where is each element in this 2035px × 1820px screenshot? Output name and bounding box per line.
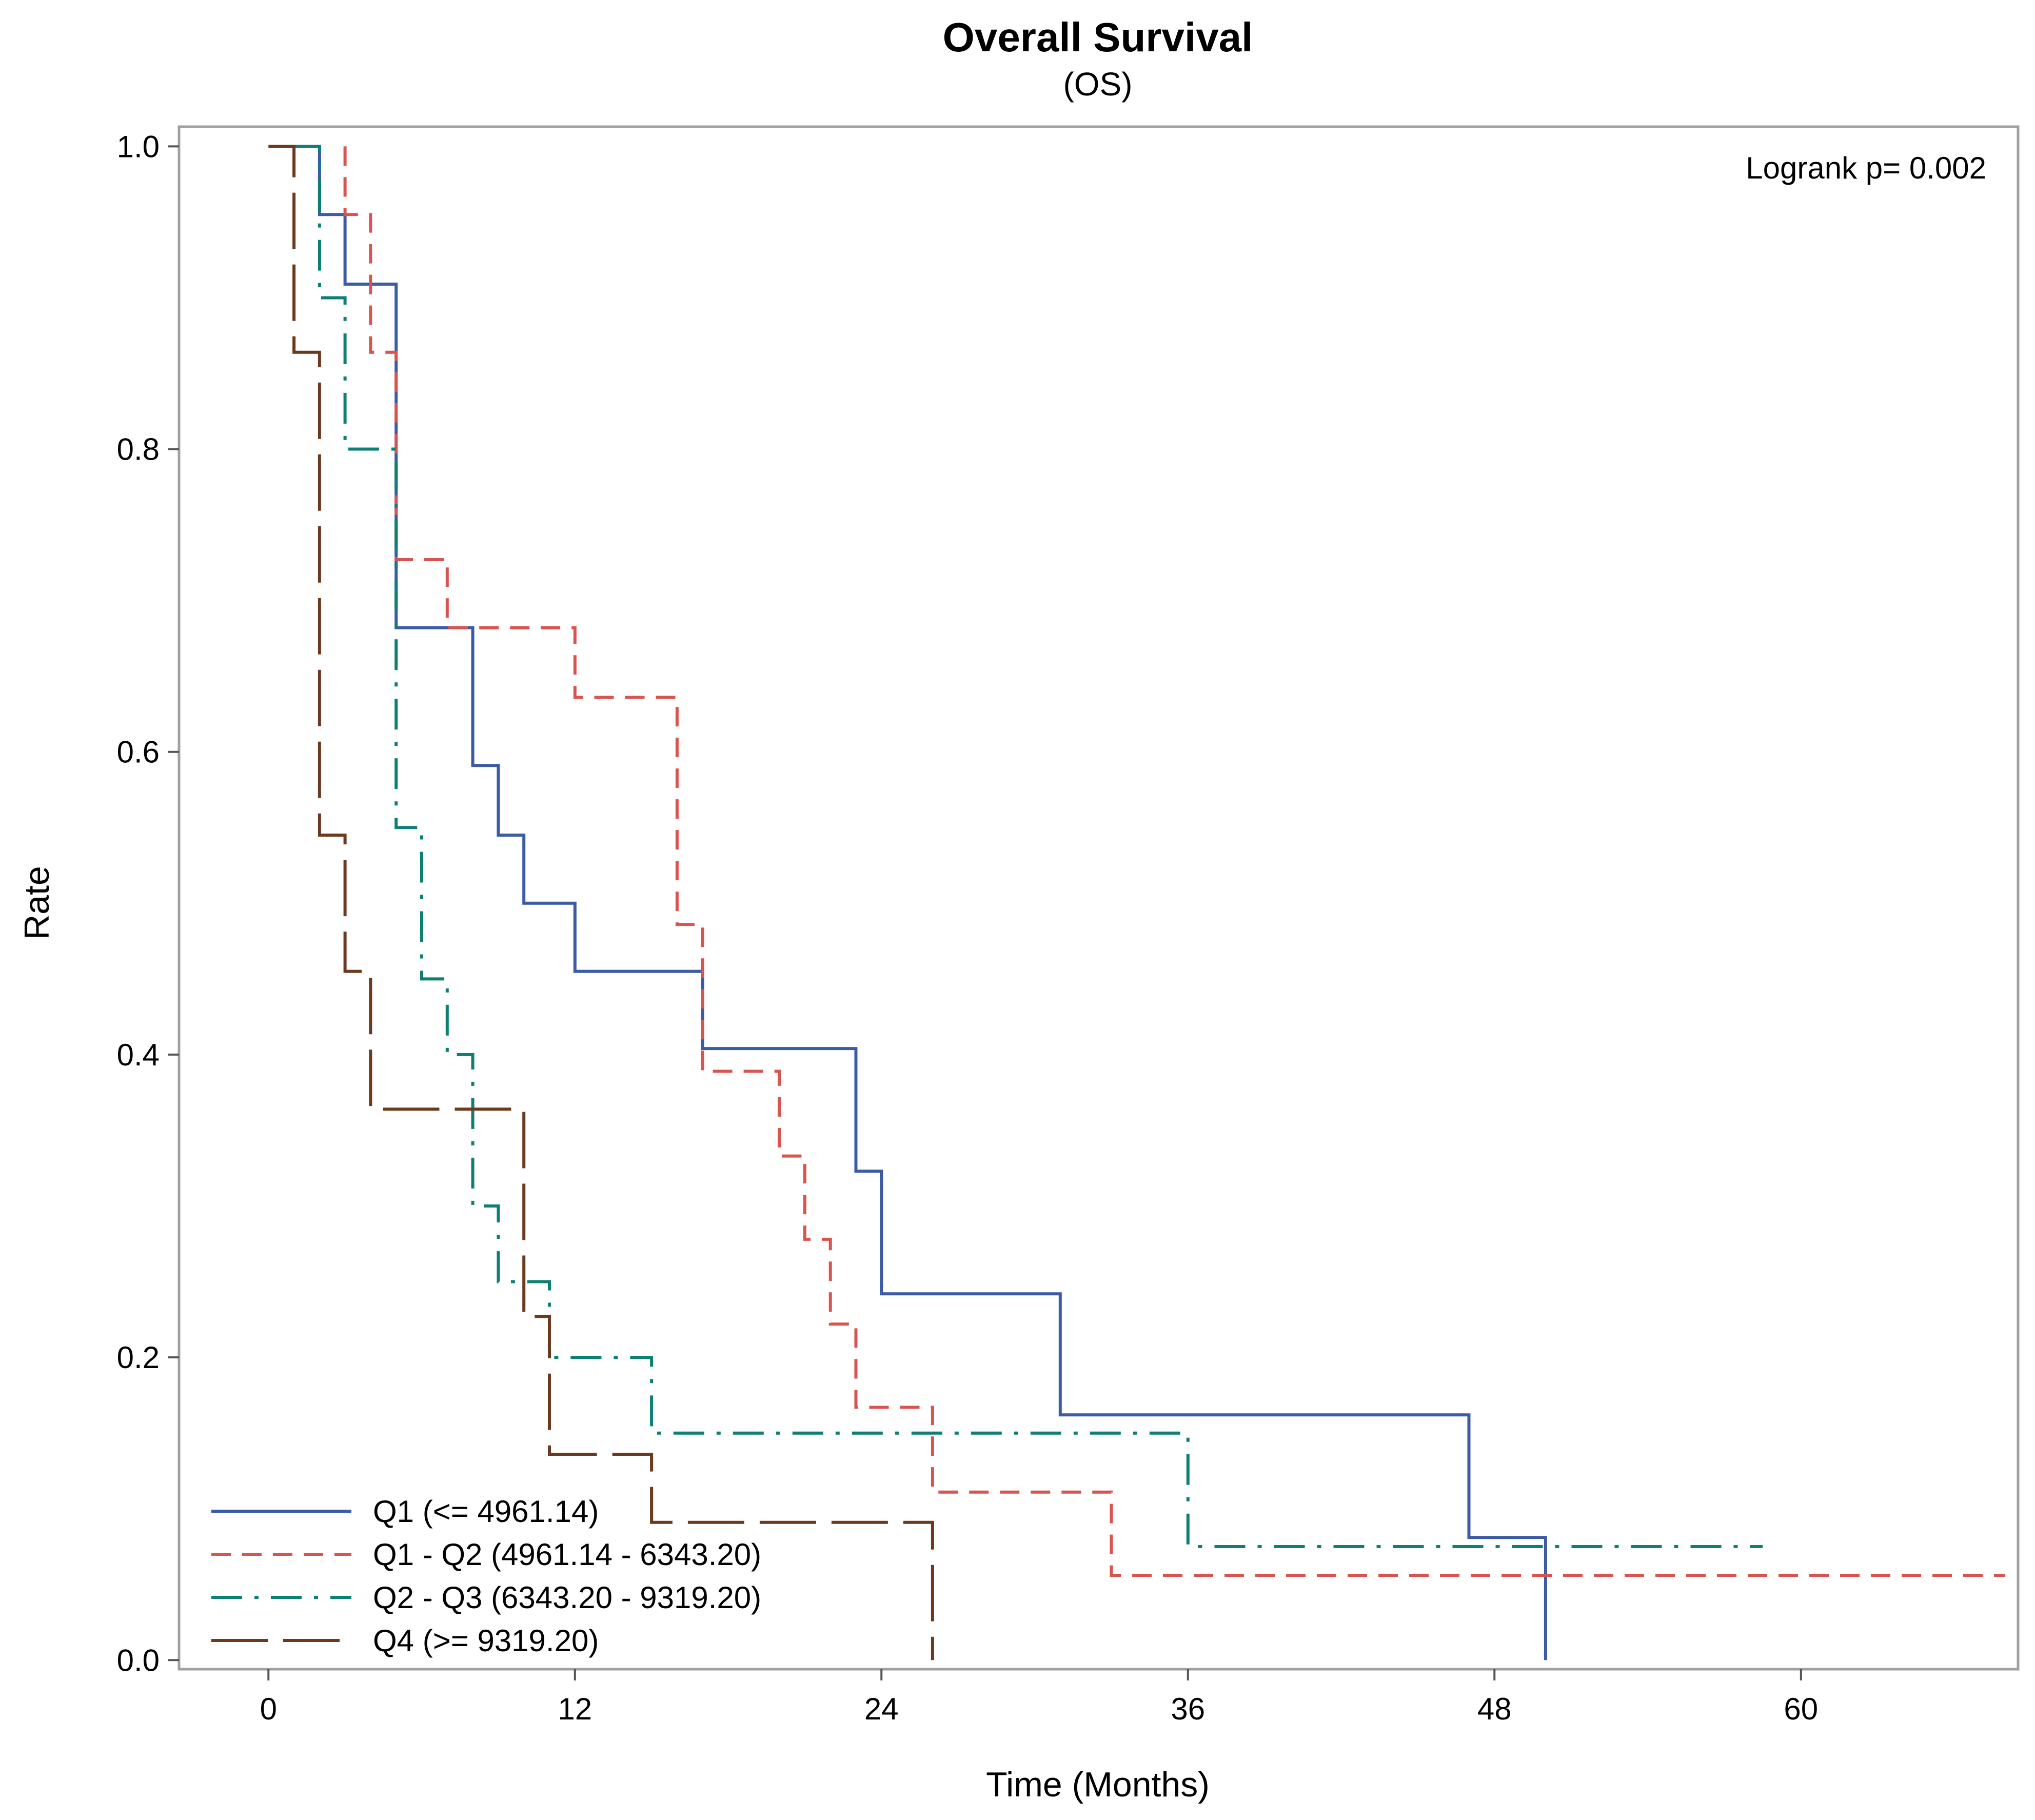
series-q1-line <box>318 146 1547 1660</box>
x-tick-label: 12 <box>558 1692 592 1726</box>
y-tick-label: 0.4 <box>117 1038 160 1072</box>
y-tick-label: 0.2 <box>117 1340 160 1375</box>
y-axis: 0.0 0.2 0.4 0.6 0.8 1.0 <box>117 129 179 1677</box>
series-q2-q3-legend-label: Q2 - Q3 (6343.20 - 9319.20) <box>373 1580 761 1615</box>
series-q2-q3-line <box>294 145 1763 1548</box>
series-layer <box>268 145 2006 1660</box>
series-q4-line <box>268 145 934 1660</box>
y-tick-label: 0.0 <box>117 1643 160 1677</box>
chart-title: Overall Survival <box>943 14 1253 60</box>
y-tick-label: 0.6 <box>117 735 160 769</box>
series-q1-q2-legend-label: Q1 - Q2 (4961.14 - 6343.20) <box>373 1537 761 1572</box>
x-tick-label: 36 <box>1171 1692 1205 1726</box>
x-tick-label: 24 <box>864 1692 899 1726</box>
logrank-annotation: Logrank p= 0.002 <box>1746 151 1986 185</box>
y-tick-label: 1.0 <box>117 129 160 164</box>
series-q4-legend-label: Q4 (>= 9319.20) <box>373 1624 599 1658</box>
x-axis-label: Time (Months) <box>986 1765 1210 1804</box>
x-tick-label: 60 <box>1784 1692 1818 1726</box>
series-q1-q2-line <box>343 146 2006 1577</box>
plot-frame <box>177 125 2020 1671</box>
legend: Q1 (<= 4961.14) Q1 - Q2 (4961.14 - 6343.2… <box>211 1494 761 1658</box>
x-axis: 0 12 24 36 48 60 <box>260 1669 1818 1726</box>
chart-subtitle: (OS) <box>1063 66 1132 103</box>
y-tick-label: 0.8 <box>117 432 160 467</box>
x-tick-label: 0 <box>260 1692 277 1726</box>
series-q1-legend-label: Q1 (<= 4961.14) <box>373 1494 599 1529</box>
y-axis-label: Rate <box>17 866 56 940</box>
x-tick-label: 48 <box>1477 1692 1512 1726</box>
